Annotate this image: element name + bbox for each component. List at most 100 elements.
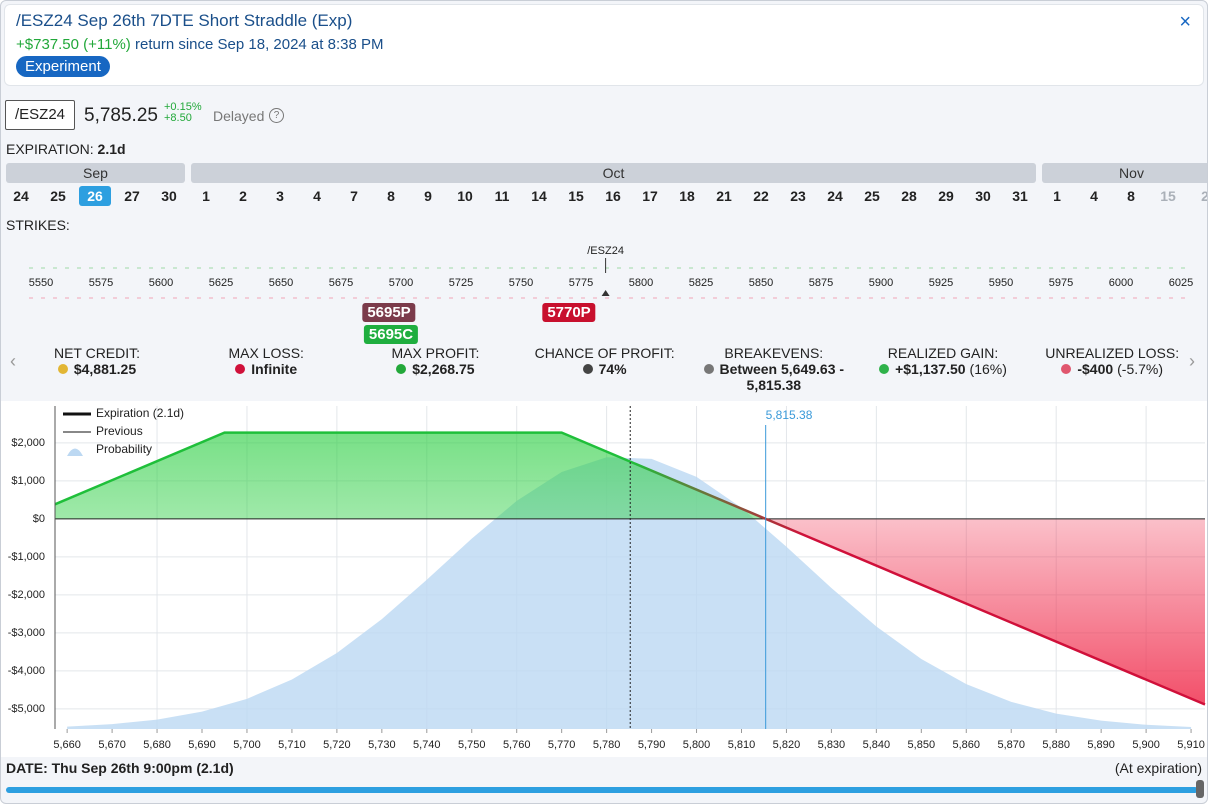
strike-label: 5625 — [209, 277, 233, 289]
day[interactable]: 2 — [239, 188, 247, 204]
day[interactable]: 29 — [938, 188, 954, 204]
month: Oct — [191, 163, 1036, 183]
legend-swatch — [67, 448, 83, 456]
strike-label: 6000 — [1109, 277, 1133, 289]
leg-tag[interactable]: 5695C — [363, 325, 419, 344]
x-tick-label: 5,840 — [863, 739, 891, 751]
y-tick-label: -$4,000 — [8, 665, 45, 677]
price: 5,785.25 — [84, 105, 158, 126]
day[interactable]: 21 — [716, 188, 732, 204]
y-tick-label: $0 — [33, 513, 45, 525]
day[interactable]: 3 — [276, 188, 284, 204]
date-slider[interactable] — [6, 787, 1198, 793]
probability-area — [67, 457, 1192, 729]
day[interactable]: 11 — [494, 188, 510, 204]
day[interactable]: 15 — [1160, 188, 1176, 204]
day[interactable]: 25 — [864, 188, 880, 204]
day[interactable]: 18 — [679, 188, 695, 204]
stat-value-line: $4,881.25 — [12, 361, 182, 377]
slider-thumb[interactable] — [1196, 780, 1204, 798]
y-tick-label: $1,000 — [11, 475, 45, 487]
x-tick-label: 5,730 — [368, 739, 396, 751]
day[interactable]: 8 — [1127, 188, 1135, 204]
help-icon[interactable]: ? — [269, 108, 284, 123]
day[interactable]: 16 — [605, 188, 621, 204]
stat-label: UNREALIZED LOSS: — [1045, 345, 1180, 361]
month: Sep — [6, 163, 185, 183]
day[interactable]: 14 — [531, 188, 547, 204]
day[interactable]: 27 — [124, 188, 140, 204]
strike-row: 5550 5575 5600 5625 5650 5675 5700 5725 5750 5775… — [1, 241, 1207, 351]
day[interactable]: 30 — [975, 188, 991, 204]
x-tick-label: 5,910 — [1177, 739, 1205, 751]
change-abs: +8.50 — [164, 112, 192, 124]
return-line: +$737.50 (+11%) return since Sep 18, 202… — [16, 36, 383, 53]
leg-tag[interactable]: 5695P — [362, 303, 416, 322]
leg-tag[interactable]: 5770P — [542, 303, 596, 322]
x-tick-label: 5,740 — [413, 739, 441, 751]
day[interactable]: 31 — [1012, 188, 1028, 204]
y-tick-label: -$2,000 — [8, 589, 45, 601]
stat-label: REALIZED GAIN: — [887, 345, 999, 361]
day[interactable]: 7 — [350, 188, 358, 204]
strike-label: 5900 — [869, 277, 893, 289]
stat: MAX PROFIT: $2,268.75 — [350, 345, 520, 377]
day[interactable]: 24 — [827, 188, 843, 204]
day[interactable]: 8 — [387, 188, 395, 204]
stat-note: (16%) — [969, 361, 1007, 377]
day[interactable]: 22 — [753, 188, 769, 204]
stat-value: -$400 — [1077, 361, 1114, 377]
day[interactable]: 1 — [202, 188, 210, 204]
strike-label: 5950 — [989, 277, 1013, 289]
x-tick-label: 5,820 — [773, 739, 801, 751]
underlying-tick — [601, 290, 610, 296]
stat-value: 74% — [598, 361, 627, 377]
strike-label: 5700 — [389, 277, 413, 289]
day[interactable]: 23 — [790, 188, 806, 204]
day[interactable]: 28 — [901, 188, 917, 204]
stat-icon — [57, 364, 68, 374]
legend-label: Probability — [96, 442, 152, 456]
x-tick-label: 5,780 — [593, 739, 621, 751]
stat: REALIZED GAIN: +$1,137.50 (16%) — [858, 345, 1028, 377]
date: DATE: Thu Sep 26th 9:00pm (2.1d) — [6, 760, 234, 776]
day[interactable]: 15 — [568, 188, 584, 204]
day[interactable]: 26 — [79, 186, 111, 206]
change: +0.15% +8.50 — [164, 102, 202, 124]
stat-note: (-5.7%) — [1117, 361, 1164, 377]
x-tick-label: 5,770 — [548, 739, 576, 751]
strike-label: 5650 — [269, 277, 293, 289]
breakeven-label: 5,815.38 — [766, 408, 813, 422]
y-tick-label: $2,000 — [11, 437, 45, 449]
day[interactable]: 25 — [50, 188, 66, 204]
stat-value-line: Infinite — [181, 361, 351, 377]
day[interactable]: 1 — [1053, 188, 1061, 204]
day[interactable]: 2 — [1189, 186, 1207, 206]
x-tick-label: 5,830 — [818, 739, 846, 751]
date-picker: 24 25 26 27 30 Sep 1 2 3 4 7 8 9 10 11 14 15 16 17 18 21 22 23… — [1, 1, 1207, 211]
day[interactable]: 24 — [13, 188, 29, 204]
strike-label: 5975 — [1049, 277, 1073, 289]
x-tick-label: 5,690 — [188, 739, 216, 751]
day[interactable]: 30 — [161, 188, 177, 204]
day[interactable]: 4 — [1090, 188, 1098, 204]
strike-label: 5775 — [569, 277, 593, 289]
close-button[interactable]: × — [1179, 11, 1191, 33]
day[interactable]: 17 — [642, 188, 658, 204]
stat-value-line: -$400 (-5.7%) — [1027, 361, 1197, 377]
badge[interactable]: Experiment — [16, 56, 110, 77]
day[interactable]: 9 — [424, 188, 432, 204]
x-tick-label: 5,720 — [323, 739, 351, 751]
day[interactable]: 10 — [457, 188, 473, 204]
prev-arrow[interactable]: ‹ — [10, 351, 16, 371]
x-tick-label: 5,750 — [458, 739, 486, 751]
strike-label: 5550 — [29, 277, 53, 289]
day[interactable]: 4 — [313, 188, 321, 204]
strike-label: 5850 — [749, 277, 773, 289]
next-arrow[interactable]: › — [1189, 351, 1195, 371]
strike-axis: 5550 5575 5600 5625 5650 5675 5700 5725 5750 5775… — [29, 245, 1193, 299]
strike-label: 5600 — [149, 277, 173, 289]
y-tick-label: -$3,000 — [8, 627, 45, 639]
stat-label: MAX PROFIT: — [391, 345, 480, 361]
symbol-input[interactable]: /ESZ24 — [5, 100, 75, 130]
